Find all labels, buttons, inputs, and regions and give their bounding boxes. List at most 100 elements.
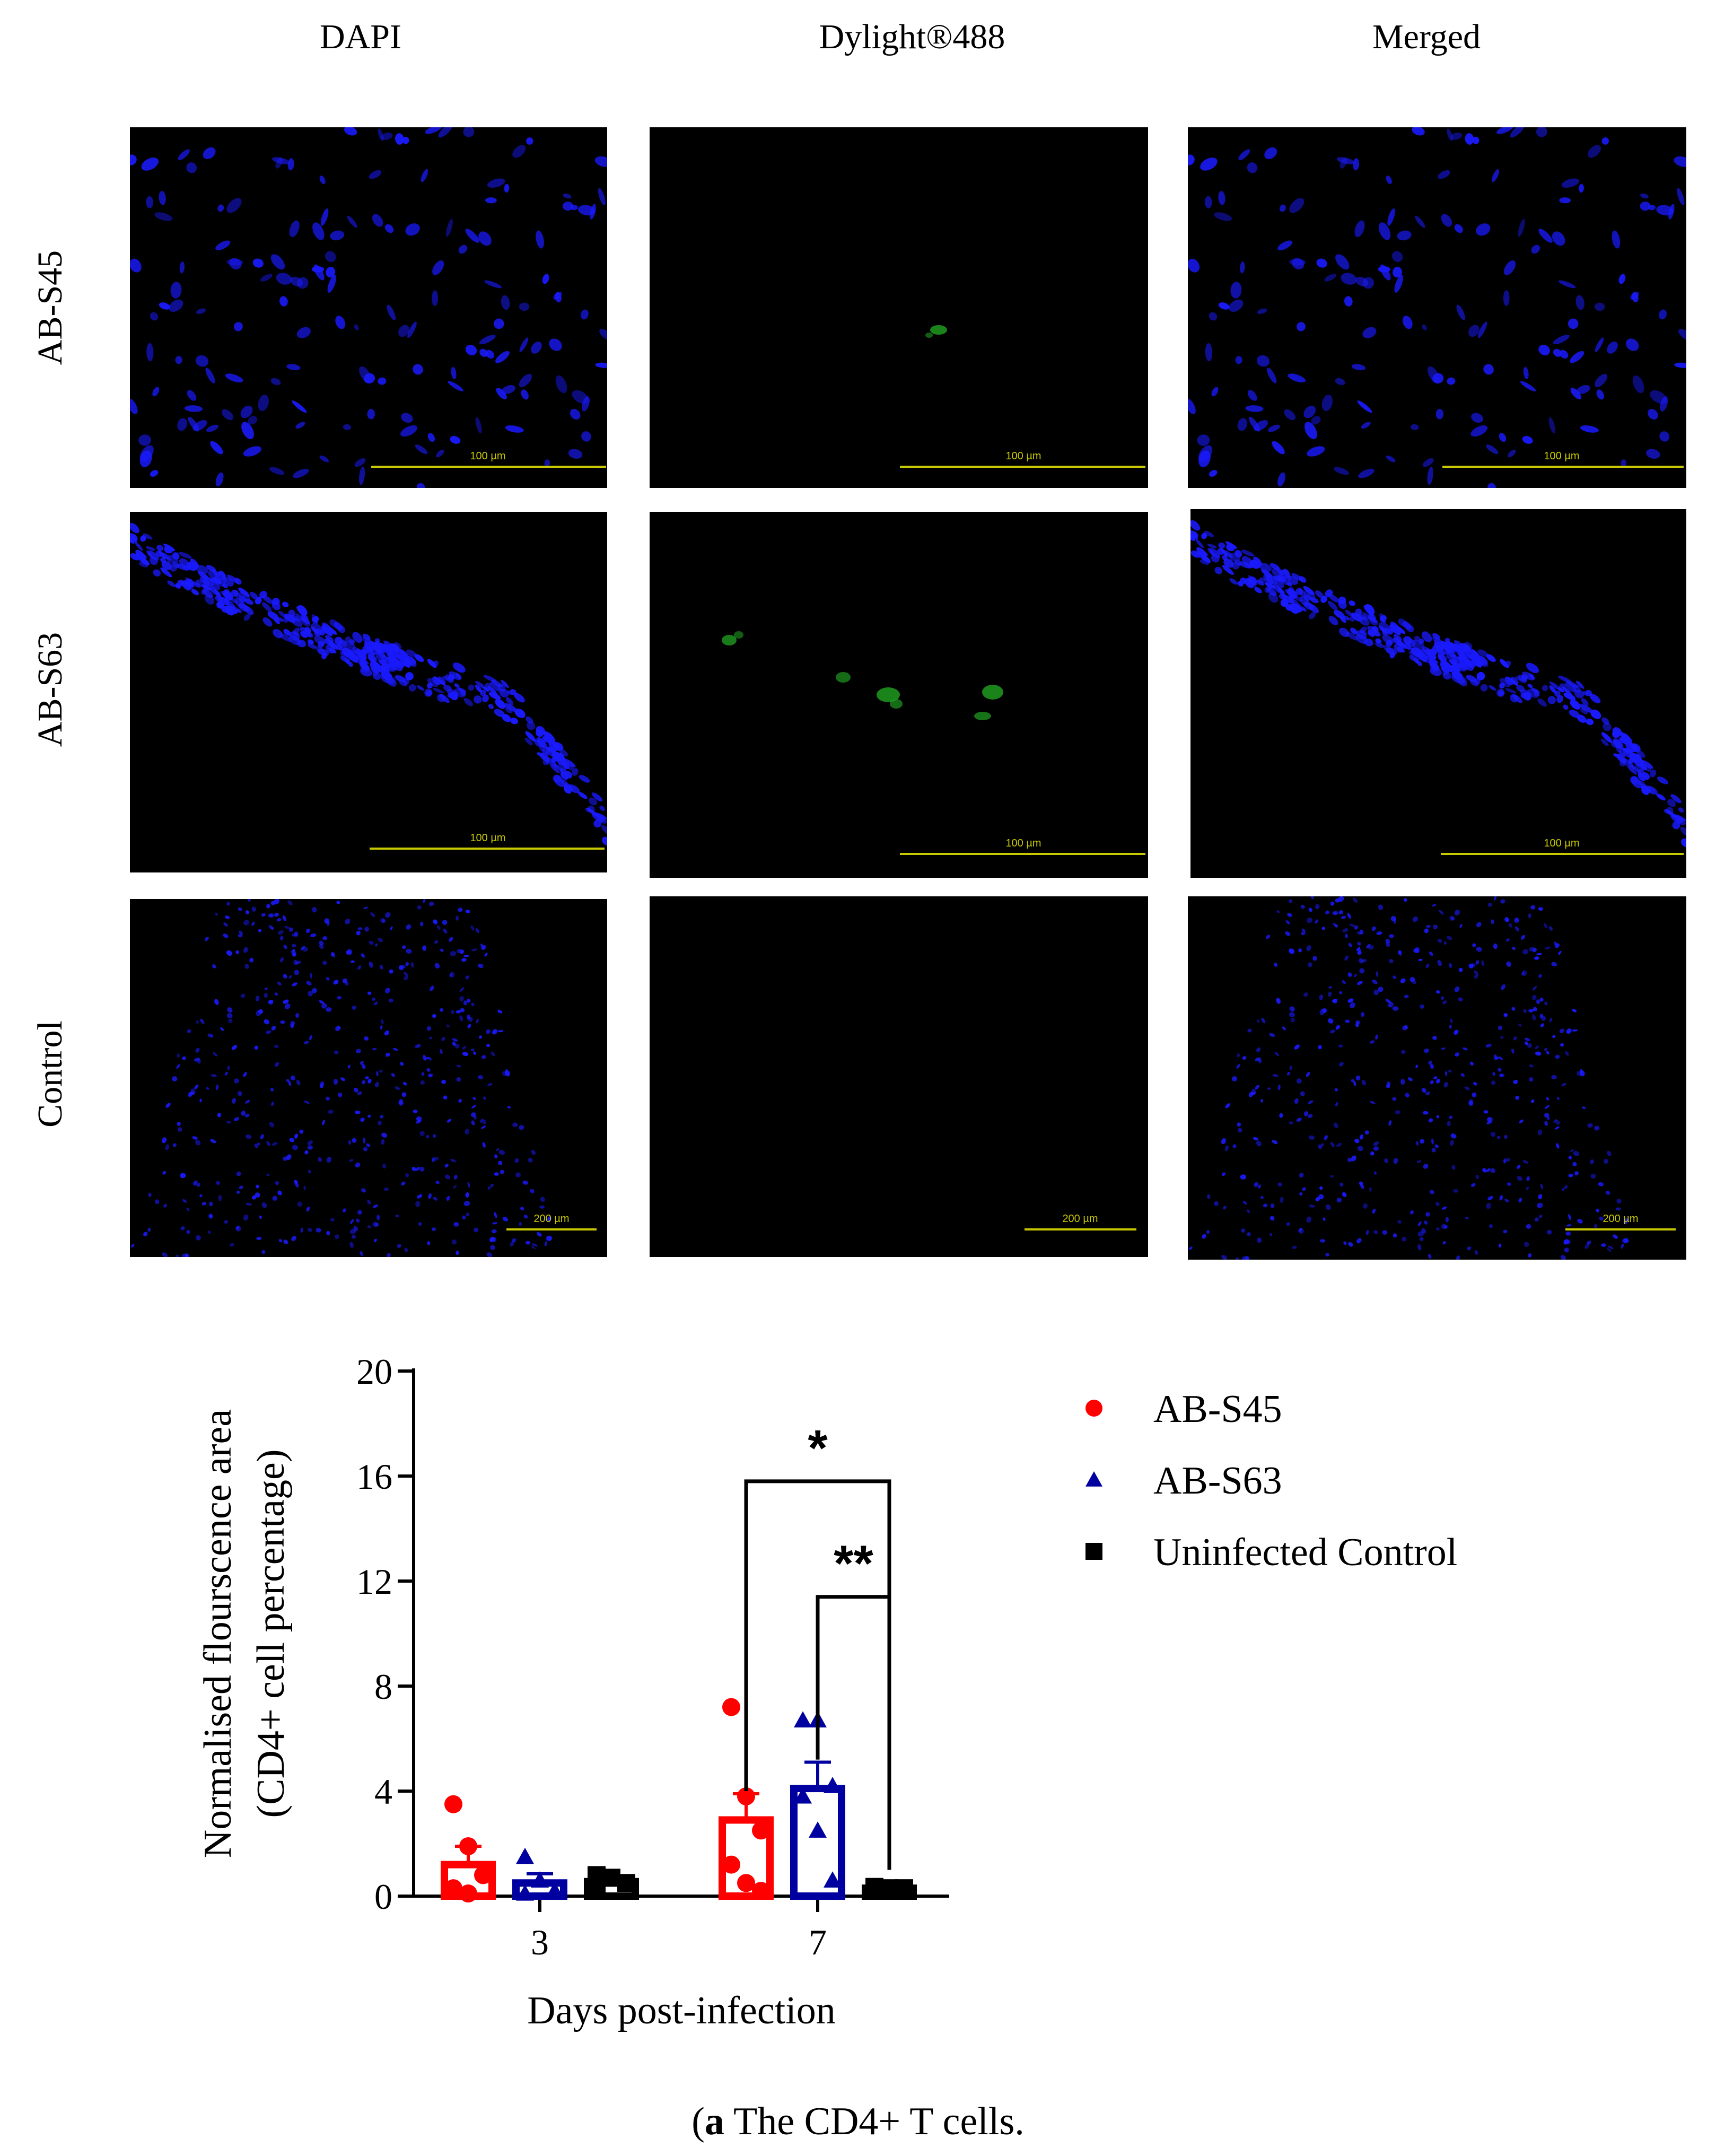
nucleus xyxy=(1558,950,1562,955)
nucleus xyxy=(406,948,412,954)
nucleus xyxy=(292,468,309,478)
nucleus xyxy=(1440,641,1451,652)
nucleus xyxy=(1475,960,1479,965)
nucleus xyxy=(1422,458,1434,467)
nucleus xyxy=(350,1219,354,1224)
nucleus xyxy=(398,965,404,971)
nucleus xyxy=(367,991,372,995)
nucleus xyxy=(1280,1197,1284,1203)
nucleus xyxy=(505,425,524,433)
nucleus xyxy=(458,1099,462,1103)
nucleus xyxy=(296,606,306,617)
nucleus xyxy=(1401,1050,1406,1054)
nucleus xyxy=(549,338,562,351)
nucleus xyxy=(1641,760,1653,769)
nucleus xyxy=(405,656,417,667)
nucleus xyxy=(1347,998,1354,1003)
nucleus xyxy=(1473,1081,1477,1086)
nucleus xyxy=(355,1049,361,1053)
nucleus xyxy=(233,322,243,331)
nucleus xyxy=(1339,1182,1344,1187)
nucleus xyxy=(1237,1122,1241,1127)
caption-letter: a xyxy=(704,2100,724,2143)
nucleus xyxy=(1518,1024,1522,1027)
nucleus xyxy=(1566,1224,1572,1227)
nucleus xyxy=(1476,656,1489,667)
nucleus xyxy=(1289,1012,1295,1018)
nucleus xyxy=(1475,1174,1479,1179)
nucleus xyxy=(357,965,362,970)
nucleus xyxy=(1237,418,1248,431)
nucleus xyxy=(1470,649,1479,657)
nucleus xyxy=(291,948,295,953)
nucleus xyxy=(330,230,345,241)
nucleus xyxy=(1357,950,1362,955)
nucleus xyxy=(1228,553,1241,562)
nucleus xyxy=(282,601,289,607)
nucleus xyxy=(1500,678,1511,687)
nucleus xyxy=(384,1030,389,1036)
nucleus xyxy=(1316,258,1327,268)
nucleus xyxy=(1267,368,1277,383)
nucleus xyxy=(497,1030,504,1033)
nucleus xyxy=(1361,1012,1365,1017)
nucleus xyxy=(159,302,170,310)
nucleus xyxy=(217,1112,222,1118)
nucleus xyxy=(1339,991,1343,994)
nucleus xyxy=(1505,688,1517,694)
nucleus xyxy=(398,325,409,337)
nucleus xyxy=(1538,1194,1543,1200)
nucleus xyxy=(1613,1234,1618,1239)
nucleus xyxy=(392,1048,398,1051)
nucleus xyxy=(260,1134,264,1139)
nucleus xyxy=(1500,899,1505,904)
nucleus xyxy=(601,825,607,836)
nucleus xyxy=(1499,1195,1503,1201)
nucleus xyxy=(1469,654,1478,663)
nucleus xyxy=(1487,483,1496,488)
nucleus xyxy=(426,1068,431,1072)
nucleus xyxy=(292,944,296,948)
nucleus xyxy=(266,1141,271,1147)
nucleus xyxy=(360,1251,364,1256)
nucleus xyxy=(1493,896,1496,901)
nucleus xyxy=(1221,1255,1227,1260)
nucleus xyxy=(1601,1243,1606,1247)
nucleus xyxy=(1344,955,1349,961)
nucleus xyxy=(282,915,286,921)
nucleus xyxy=(295,422,305,429)
nucleus xyxy=(1422,324,1427,331)
nucleus xyxy=(1459,658,1468,666)
nucleus xyxy=(1430,1080,1434,1085)
nucleus xyxy=(454,1174,458,1180)
nucleus xyxy=(216,1084,219,1090)
nucleus xyxy=(182,1199,187,1203)
nucleus xyxy=(227,1007,233,1013)
nucleus xyxy=(1486,1117,1492,1122)
nucleus xyxy=(581,309,589,320)
micrograph-ab-s45-dylight488 xyxy=(650,127,1148,488)
nucleus xyxy=(1329,1029,1336,1034)
nucleus xyxy=(300,946,305,950)
nucleus xyxy=(1416,1160,1421,1163)
nucleus xyxy=(1595,302,1605,311)
nucleus xyxy=(1464,1086,1470,1090)
nucleus xyxy=(1393,638,1404,647)
nucleus xyxy=(1288,1121,1294,1124)
nucleus xyxy=(1508,923,1512,928)
nucleus xyxy=(475,417,482,434)
nucleus xyxy=(274,912,279,917)
nucleus xyxy=(1570,388,1582,399)
nucleus xyxy=(1308,1100,1314,1104)
nucleus xyxy=(558,763,570,769)
nucleus xyxy=(1538,1215,1543,1219)
nucleus xyxy=(1328,986,1332,989)
nucleus xyxy=(1265,574,1278,584)
nucleus xyxy=(1524,1037,1530,1041)
nucleus xyxy=(1471,413,1483,423)
nucleus xyxy=(1501,984,1505,990)
legend-label: AB-S45 xyxy=(1153,1387,1282,1431)
nucleus xyxy=(1389,959,1394,964)
nucleus xyxy=(336,644,343,651)
nucleus xyxy=(1455,1052,1460,1057)
